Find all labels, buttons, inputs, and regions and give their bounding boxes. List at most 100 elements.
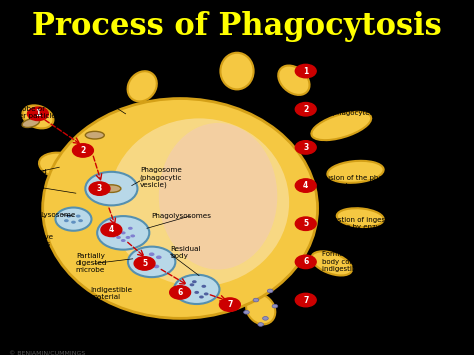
- Text: Indigestible
material: Indigestible material: [90, 288, 132, 300]
- Text: Formation of a
phagosome.: Formation of a phagosome.: [322, 141, 373, 154]
- Text: 7: 7: [303, 296, 309, 305]
- Text: Pseudopod: Pseudopod: [7, 169, 47, 175]
- Circle shape: [114, 227, 118, 230]
- Circle shape: [85, 172, 137, 206]
- Circle shape: [134, 257, 155, 270]
- Text: Residual
body: Residual body: [171, 246, 201, 259]
- Circle shape: [128, 247, 175, 277]
- Text: 4: 4: [303, 181, 309, 190]
- Circle shape: [199, 295, 204, 299]
- Circle shape: [267, 289, 273, 293]
- Text: 3: 3: [303, 143, 309, 152]
- Text: 1: 1: [35, 109, 41, 118]
- Circle shape: [219, 298, 240, 311]
- Circle shape: [126, 236, 130, 239]
- Circle shape: [154, 264, 159, 268]
- Circle shape: [244, 310, 249, 314]
- Circle shape: [73, 144, 93, 157]
- Text: 6: 6: [177, 288, 183, 297]
- Text: Phagocyte: Phagocyte: [24, 283, 62, 289]
- Text: 2: 2: [303, 105, 309, 114]
- Circle shape: [27, 107, 48, 121]
- Text: Phagolysosomes: Phagolysosomes: [152, 213, 212, 219]
- Circle shape: [142, 262, 147, 265]
- Circle shape: [156, 256, 162, 259]
- Circle shape: [111, 234, 116, 237]
- Text: © BENJAMIN/CUMMINGS: © BENJAMIN/CUMMINGS: [9, 351, 86, 355]
- Text: 7: 7: [227, 300, 233, 309]
- Text: 6: 6: [303, 257, 309, 266]
- Text: 3: 3: [97, 184, 102, 193]
- Circle shape: [121, 231, 126, 234]
- Circle shape: [190, 283, 194, 286]
- Text: Digestive
enzymes: Digestive enzymes: [19, 234, 53, 247]
- Circle shape: [295, 64, 316, 78]
- Circle shape: [201, 285, 206, 288]
- Text: Plasma
membrane: Plasma membrane: [83, 94, 122, 106]
- Circle shape: [295, 141, 316, 154]
- Text: 5: 5: [303, 219, 308, 228]
- Ellipse shape: [328, 161, 383, 183]
- Circle shape: [55, 208, 91, 231]
- Text: Lysosome: Lysosome: [40, 212, 76, 218]
- Ellipse shape: [128, 71, 157, 102]
- Ellipse shape: [246, 294, 275, 324]
- Ellipse shape: [102, 185, 121, 192]
- Circle shape: [97, 216, 149, 250]
- Text: Formation of residual
body containing
indigestible material.: Formation of residual body containing in…: [322, 251, 397, 272]
- Circle shape: [76, 214, 81, 218]
- Circle shape: [272, 304, 278, 308]
- Circle shape: [295, 217, 316, 230]
- Text: Fusion of the phagosome
with a lysosome to form
a phagolysosome.: Fusion of the phagosome with a lysosome …: [322, 175, 410, 196]
- Circle shape: [71, 221, 76, 224]
- Circle shape: [101, 223, 122, 236]
- Circle shape: [295, 293, 316, 307]
- Circle shape: [89, 182, 110, 195]
- Circle shape: [185, 291, 190, 294]
- Circle shape: [174, 275, 219, 304]
- Circle shape: [295, 255, 316, 269]
- Text: Digestion of ingested
microbe by enzymes.: Digestion of ingested microbe by enzymes…: [322, 217, 397, 230]
- Text: Cytoplasm: Cytoplasm: [7, 184, 46, 190]
- Circle shape: [295, 179, 316, 192]
- Circle shape: [253, 298, 259, 302]
- Circle shape: [66, 214, 71, 218]
- Text: Process of Phagocytosis: Process of Phagocytosis: [32, 11, 442, 42]
- Text: Partially
digested
microbe: Partially digested microbe: [76, 253, 107, 273]
- Circle shape: [144, 257, 150, 261]
- Text: Ingestion of microbe
by phagocyte.: Ingestion of microbe by phagocyte.: [322, 103, 394, 116]
- Circle shape: [204, 293, 209, 295]
- Text: 4: 4: [109, 225, 114, 234]
- Circle shape: [194, 291, 199, 294]
- Circle shape: [192, 280, 197, 283]
- Circle shape: [121, 239, 126, 242]
- Circle shape: [170, 286, 191, 299]
- Circle shape: [258, 323, 264, 326]
- Circle shape: [149, 252, 155, 256]
- Ellipse shape: [337, 208, 384, 227]
- Text: 2: 2: [80, 146, 86, 155]
- Ellipse shape: [311, 251, 352, 275]
- Circle shape: [137, 257, 143, 261]
- Circle shape: [128, 227, 133, 230]
- Ellipse shape: [311, 112, 371, 140]
- Text: Discharge of waste
materials.: Discharge of waste materials.: [322, 293, 389, 307]
- Text: Chemotaxis and
adherence of microbe
to phagocyte.: Chemotaxis and adherence of microbe to p…: [322, 61, 399, 82]
- Ellipse shape: [159, 123, 277, 269]
- Circle shape: [130, 234, 135, 237]
- Text: 1: 1: [303, 67, 309, 76]
- Text: (a)  Phases of phagocytosis: (a) Phases of phagocytosis: [9, 342, 133, 350]
- Ellipse shape: [85, 131, 104, 139]
- Ellipse shape: [39, 153, 84, 179]
- Circle shape: [78, 219, 83, 222]
- Circle shape: [295, 103, 316, 116]
- Ellipse shape: [109, 118, 289, 286]
- Text: Microbe or
other particle: Microbe or other particle: [7, 106, 56, 119]
- Circle shape: [116, 236, 121, 239]
- Text: Phagosome
(phagocytic
vesicle): Phagosome (phagocytic vesicle): [140, 168, 182, 189]
- Circle shape: [263, 317, 268, 320]
- Ellipse shape: [22, 105, 54, 129]
- Circle shape: [64, 219, 69, 222]
- Ellipse shape: [220, 53, 254, 89]
- Ellipse shape: [22, 119, 39, 127]
